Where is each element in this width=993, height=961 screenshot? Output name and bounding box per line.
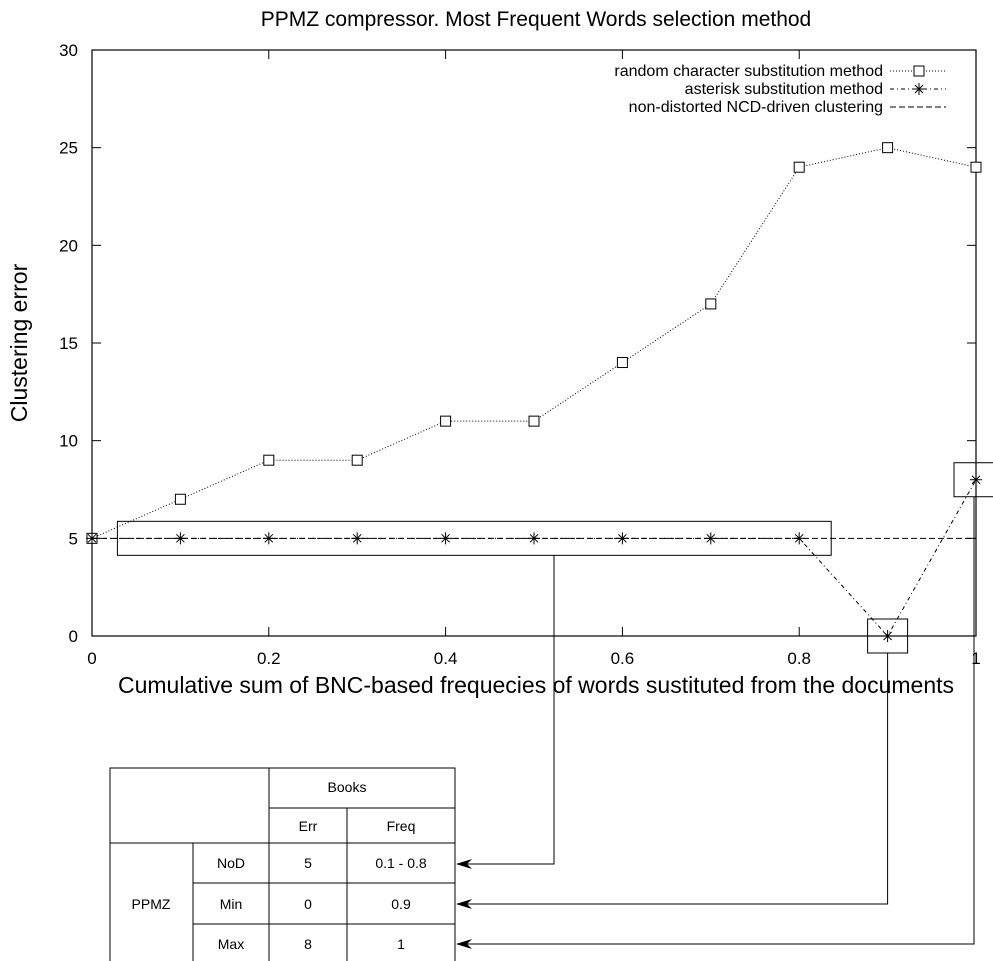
connector-arrow-nod <box>456 555 555 869</box>
y-tick-label: 25 <box>59 139 78 158</box>
connector-arrow-min <box>456 653 889 909</box>
table-cell-err: 0 <box>304 896 312 912</box>
table-cell-err: 5 <box>304 855 312 871</box>
x-tick-label: 0.4 <box>434 649 458 668</box>
y-tick-label: 30 <box>59 41 78 60</box>
table-cell-err: 8 <box>304 936 312 952</box>
legend-label-nondistorted: non-distorted NCD-driven clustering <box>629 99 883 116</box>
series-layer <box>86 142 982 642</box>
summary-table: Books Err Freq PPMZ NoD 5 0.1 - 0.8 Min … <box>109 767 456 961</box>
data-point-square <box>174 493 186 505</box>
data-point-asterisk <box>970 473 982 486</box>
x-axis-ticks: 0 0.2 0.4 0.6 0.8 1 <box>87 50 981 668</box>
x-axis-label: Cumulative sum of BNC-based frequecies o… <box>118 672 954 698</box>
legend: random character substitution method ast… <box>614 63 946 116</box>
y-tick-label: 10 <box>59 432 78 451</box>
data-point-square <box>970 161 982 173</box>
data-point-square <box>705 298 717 310</box>
y-tick-label: 0 <box>69 627 78 646</box>
legend-label-random: random character substitution method <box>614 63 883 80</box>
y-axis-label: Clustering error <box>6 263 32 422</box>
data-point-square <box>263 454 275 466</box>
x-tick-label: 0.8 <box>787 649 811 668</box>
data-point-square <box>882 142 894 154</box>
connector-arrow-max <box>456 496 975 949</box>
y-tick-label: 20 <box>59 236 78 255</box>
data-point-square <box>528 415 540 427</box>
table-row-label: Min <box>220 896 243 912</box>
x-tick-label: 1 <box>971 649 980 668</box>
table-row-label: Max <box>218 936 244 952</box>
series-line-1 <box>92 479 977 637</box>
data-point-square <box>616 357 628 369</box>
table-cell-freq: 1 <box>397 936 405 952</box>
data-point-square <box>440 415 452 427</box>
highlight-box-nod <box>116 520 832 556</box>
data-point-asterisk <box>881 630 894 642</box>
table-cell-freq: 0.9 <box>391 896 411 912</box>
y-axis-ticks: 0 5 10 15 20 25 30 <box>59 41 976 646</box>
table-cell-freq: 0.1 - 0.8 <box>375 855 427 871</box>
table-row-label: NoD <box>217 855 245 871</box>
table-compressor-label: PPMZ <box>132 896 171 912</box>
table-border <box>109 767 456 961</box>
legend-marker-square-icon <box>913 65 925 77</box>
y-tick-label: 15 <box>59 334 78 353</box>
data-point-square <box>351 454 363 466</box>
legend-marker-asterisk-icon <box>913 83 925 95</box>
data-point-square <box>793 161 805 173</box>
x-tick-label: 0.2 <box>257 649 281 668</box>
table-col-err: Err <box>299 818 318 834</box>
legend-label-asterisk: asterisk substitution method <box>685 81 883 98</box>
series-line-0 <box>91 147 977 539</box>
annotation-layer <box>116 462 993 949</box>
x-tick-label: 0.6 <box>611 649 635 668</box>
table-col-freq: Freq <box>387 818 416 834</box>
chart-title: PPMZ compressor. Most Frequent Words sel… <box>261 8 812 31</box>
table-group-header: Books <box>328 779 367 795</box>
plot-frame <box>91 49 977 637</box>
y-tick-label: 5 <box>69 529 78 548</box>
x-tick-label: 0 <box>87 649 96 668</box>
